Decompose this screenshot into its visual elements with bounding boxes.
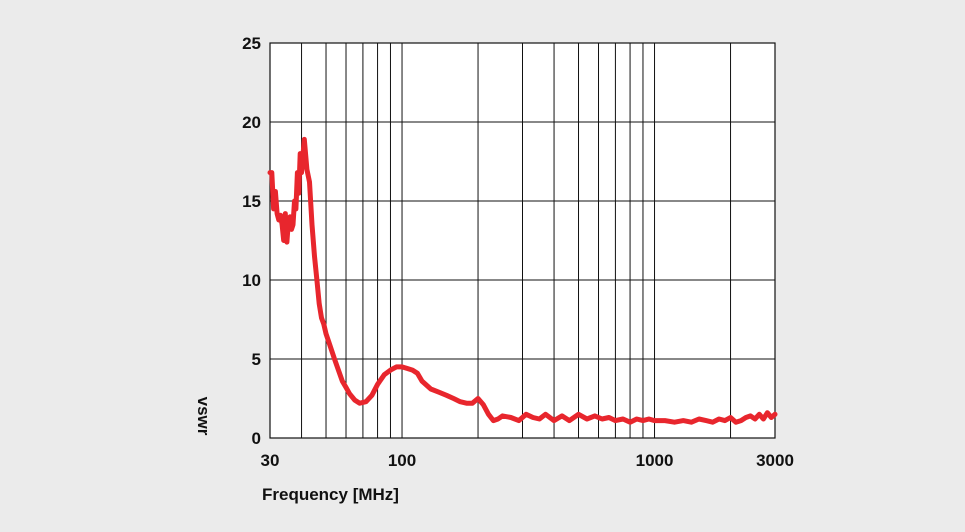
y-axis-label: vswr (194, 397, 213, 436)
x-tick-label: 3000 (756, 451, 794, 470)
x-tick-labels: 30 100 1000 3000 (261, 451, 794, 470)
y-tick-label: 20 (242, 113, 261, 132)
y-tick-label: 25 (242, 34, 261, 53)
y-tick-label: 10 (242, 271, 261, 290)
x-tick-label: 30 (261, 451, 280, 470)
series-line-vswr (267, 136, 778, 425)
plot-frame (269, 42, 776, 439)
y-tick-label: 5 (252, 350, 261, 369)
y-tick-label: 0 (252, 429, 261, 448)
x-axis-label: Frequency [MHz] (262, 485, 399, 504)
x-tick-label: 100 (388, 451, 416, 470)
x-tick-label: 1000 (636, 451, 674, 470)
y-tick-labels: 0 5 10 15 20 25 (242, 34, 261, 448)
y-tick-label: 15 (242, 192, 261, 211)
